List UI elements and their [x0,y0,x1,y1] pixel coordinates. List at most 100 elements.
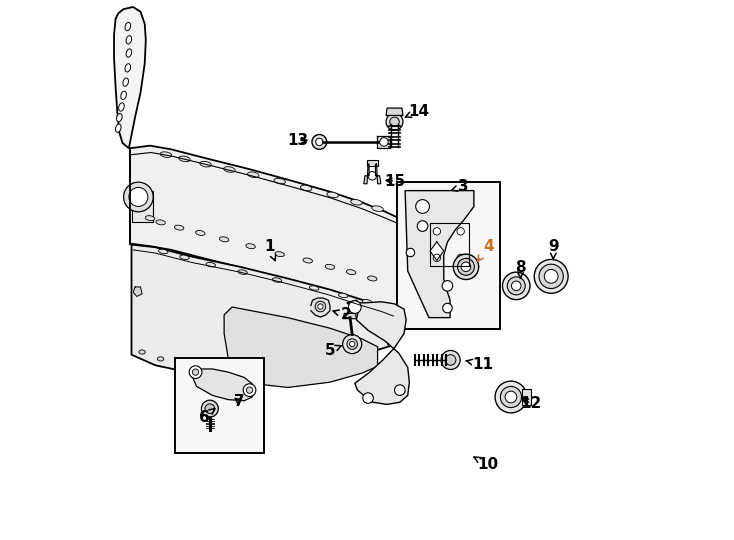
Circle shape [415,200,429,213]
Text: 6: 6 [199,409,215,424]
Ellipse shape [175,225,184,230]
Circle shape [505,391,517,403]
Ellipse shape [139,350,145,354]
Circle shape [312,134,327,150]
Ellipse shape [238,270,247,274]
Ellipse shape [300,185,312,191]
Circle shape [433,254,440,261]
Text: 10: 10 [474,457,498,472]
Circle shape [539,264,563,288]
Bar [131,191,153,222]
Text: 7: 7 [233,394,244,409]
Ellipse shape [388,342,394,346]
Circle shape [454,254,479,280]
Polygon shape [224,307,377,388]
Polygon shape [377,136,390,148]
Polygon shape [386,108,403,116]
Circle shape [433,228,440,235]
Circle shape [129,187,148,206]
Ellipse shape [351,199,362,205]
Ellipse shape [325,265,335,269]
Polygon shape [114,7,146,149]
Text: 15: 15 [385,173,406,188]
Ellipse shape [363,300,371,304]
Polygon shape [522,389,531,405]
Ellipse shape [200,161,211,167]
Circle shape [457,228,465,235]
Circle shape [442,281,453,291]
Circle shape [205,404,214,414]
Circle shape [347,339,357,349]
Text: 4: 4 [478,239,494,261]
Circle shape [461,262,470,272]
Text: 14: 14 [405,104,429,119]
Ellipse shape [123,78,128,86]
Circle shape [443,303,452,313]
Ellipse shape [275,252,284,256]
Circle shape [363,393,374,403]
Ellipse shape [303,258,313,263]
Circle shape [368,172,377,180]
Polygon shape [376,164,381,184]
Polygon shape [430,242,444,260]
Circle shape [349,341,355,347]
Text: 12: 12 [520,396,542,411]
Polygon shape [364,164,369,184]
Ellipse shape [119,103,124,111]
Ellipse shape [311,374,317,378]
Bar [397,182,501,329]
Text: 5: 5 [324,343,341,358]
Circle shape [545,269,558,283]
Ellipse shape [156,220,165,225]
Polygon shape [133,287,142,296]
Circle shape [386,113,403,130]
Ellipse shape [115,124,121,132]
Circle shape [417,221,428,231]
Ellipse shape [368,276,377,281]
Ellipse shape [186,368,193,373]
Ellipse shape [226,374,233,378]
Ellipse shape [125,23,131,31]
Circle shape [349,301,361,313]
Text: 1: 1 [264,239,276,261]
Ellipse shape [178,156,190,161]
Circle shape [507,277,526,295]
Polygon shape [311,298,330,317]
Circle shape [534,259,568,293]
Polygon shape [405,191,474,318]
Text: 3: 3 [451,179,468,194]
Text: 2: 2 [333,307,351,322]
Circle shape [390,117,399,126]
Polygon shape [130,146,399,313]
Ellipse shape [327,192,338,198]
Ellipse shape [121,91,126,99]
Circle shape [316,138,323,146]
Polygon shape [344,313,357,319]
Text: 11: 11 [466,357,493,372]
Text: 8: 8 [515,260,526,278]
Text: 13: 13 [288,133,309,148]
Ellipse shape [219,237,229,242]
Ellipse shape [126,49,131,57]
Ellipse shape [246,244,255,249]
Circle shape [503,272,530,300]
Circle shape [457,254,465,261]
Circle shape [315,301,326,312]
Circle shape [495,381,527,413]
Ellipse shape [159,249,168,254]
Ellipse shape [206,262,216,267]
Ellipse shape [274,178,286,184]
Bar [367,160,377,166]
Circle shape [318,304,323,309]
Ellipse shape [346,269,356,275]
Circle shape [446,355,456,365]
Polygon shape [131,245,396,377]
Circle shape [189,366,202,379]
Ellipse shape [224,167,235,172]
Ellipse shape [343,368,349,373]
Circle shape [247,387,252,393]
Text: 9: 9 [548,239,559,259]
Circle shape [123,182,153,212]
Circle shape [457,258,474,275]
Ellipse shape [125,64,131,72]
